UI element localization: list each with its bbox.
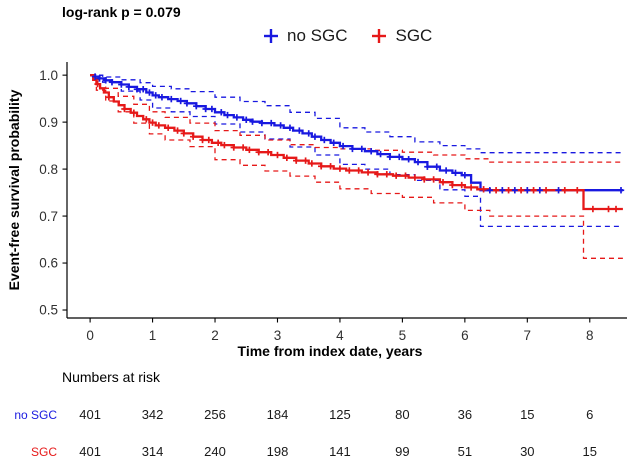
- legend: no SGC SGC: [0, 26, 628, 46]
- x-axis-title: Time from index date, years: [237, 343, 423, 359]
- risk-count: 125: [329, 407, 351, 422]
- survival-curve-no-sgc-lower-95-ci: [90, 74, 623, 228]
- risk-row-label: SGC: [31, 445, 57, 459]
- legend-label-sgc: SGC: [395, 26, 433, 45]
- x-tick-label: 5: [399, 328, 407, 343]
- risk-count: 184: [267, 407, 289, 422]
- y-tick-label: 0.9: [39, 115, 58, 130]
- risk-count: 80: [395, 407, 409, 422]
- x-tick-label: 7: [524, 328, 532, 343]
- y-tick-label: 0.6: [39, 256, 58, 271]
- risk-count: 141: [329, 444, 351, 459]
- y-tick-label: 0.5: [39, 303, 58, 318]
- x-tick-label: 8: [586, 328, 594, 343]
- risk-count: 51: [458, 444, 472, 459]
- survival-curve-no-sgc: [90, 74, 623, 192]
- risk-count: 15: [583, 444, 597, 459]
- risk-count: 401: [79, 407, 101, 422]
- risk-count: 198: [267, 444, 289, 459]
- x-tick-label: 0: [86, 328, 94, 343]
- risk-row-label: no SGC: [14, 408, 57, 422]
- x-tick-label: 2: [211, 328, 219, 343]
- x-tick-label: 4: [336, 328, 344, 343]
- x-tick-label: 6: [461, 328, 469, 343]
- risk-count: 6: [586, 407, 593, 422]
- risk-count: 314: [142, 444, 164, 459]
- p-value-label: log-rank p = 0.079: [62, 4, 181, 20]
- survival-curve-sgc-lower-95-ci: [90, 74, 623, 259]
- risk-count: 36: [458, 407, 472, 422]
- survival-curve-no-sgc-upper-95-ci: [90, 74, 623, 154]
- y-tick-label: 1.0: [39, 68, 58, 83]
- risk-count: 15: [520, 407, 534, 422]
- risk-count: 401: [79, 444, 101, 459]
- y-tick-label: 0.7: [39, 209, 58, 224]
- x-tick-label: 3: [274, 328, 282, 343]
- censor-plus-icon: [372, 29, 387, 43]
- legend-label-no-sgc: no SGC: [287, 26, 348, 45]
- legend-item-sgc: SGC: [371, 26, 432, 46]
- risk-count: 99: [395, 444, 409, 459]
- risk-count: 240: [204, 444, 226, 459]
- risk-count: 256: [204, 407, 226, 422]
- survival-curve-sgc-upper-95-ci: [90, 74, 623, 163]
- risk-table-title: Numbers at risk: [62, 369, 161, 385]
- y-tick-label: 0.8: [39, 162, 58, 177]
- risk-count: 342: [142, 407, 164, 422]
- x-tick-label: 1: [149, 328, 157, 343]
- censor-plus-icon: [264, 29, 278, 43]
- risk-count: 30: [520, 444, 534, 459]
- y-axis-title: Event-free survival probability: [6, 89, 22, 291]
- legend-item-no-sgc: no SGC: [263, 26, 347, 46]
